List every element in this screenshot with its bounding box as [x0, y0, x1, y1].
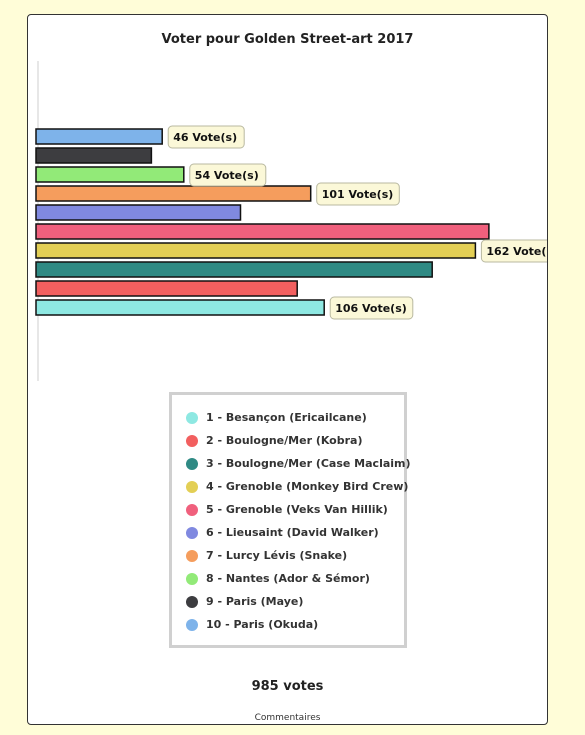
data-label-1: 106 Vote(s): [329, 296, 414, 320]
legend-label: 3 - Boulogne/Mer (Case Maclaim): [206, 457, 411, 470]
vote-panel: Voter pour Golden Street-art 2017 106 Vo…: [27, 14, 548, 725]
data-label-box: [167, 125, 245, 149]
bar-8[interactable]: [35, 166, 185, 183]
bar-3[interactable]: [35, 261, 433, 278]
legend-dot-icon: [186, 457, 198, 470]
data-label-7: 101 Vote(s): [316, 182, 400, 206]
legend-item-8[interactable]: 8 - Nantes (Ador & Sémor): [186, 567, 404, 590]
bar-9[interactable]: [35, 147, 153, 164]
bar-6[interactable]: [35, 204, 242, 221]
chart-legend: 1 - Besançon (Ericailcane) 2 - Boulogne/M…: [169, 392, 411, 648]
legend-item-9[interactable]: 9 - Paris (Maye): [186, 590, 404, 613]
legend-item-10[interactable]: 10 - Paris (Okuda): [186, 613, 404, 636]
data-label-box: [316, 182, 400, 206]
comments-link[interactable]: Commentaires: [254, 713, 321, 723]
legend-item-5[interactable]: 5 - Grenoble (Veks Van Hillik): [186, 498, 404, 521]
legend-label: 5 - Grenoble (Veks Van Hillik): [206, 503, 388, 516]
legend-dot-icon: [186, 411, 198, 424]
chart-title: Voter pour Golden Street-art 2017: [161, 32, 414, 47]
data-label-text: 54 Vote(s): [195, 169, 259, 182]
bar-chart: 106 Vote(s) 162 Vote(s) 101 Vote(s) 54 Vote…: [35, 61, 547, 381]
legend-label: 4 - Grenoble (Monkey Bird Crew): [206, 480, 409, 493]
legend-item-2[interactable]: 2 - Boulogne/Mer (Kobra): [186, 429, 404, 452]
data-label-text: 46 Vote(s): [173, 131, 237, 144]
bar-5[interactable]: [35, 223, 490, 240]
data-label-10: 46 Vote(s): [167, 125, 245, 149]
legend-dot-icon: [186, 549, 198, 562]
legend-item-3[interactable]: 3 - Boulogne/Mer (Case Maclaim): [186, 452, 411, 475]
data-label-text: 162 Vote(s): [486, 245, 547, 258]
legend-item-4[interactable]: 4 - Grenoble (Monkey Bird Crew): [186, 475, 408, 498]
legend-label: 8 - Nantes (Ador & Sémor): [206, 572, 370, 585]
legend-dot-icon: [186, 618, 198, 631]
legend-dot-icon: [186, 480, 198, 493]
legend-dot-icon: [186, 572, 198, 585]
bar-2[interactable]: [35, 280, 298, 297]
legend-label: 1 - Besançon (Ericailcane): [206, 411, 367, 424]
legend-dot-icon: [186, 503, 198, 516]
legend-label: 6 - Lieusaint (David Walker): [206, 526, 379, 539]
legend-label: 10 - Paris (Okuda): [206, 618, 319, 631]
data-label-text: 101 Vote(s): [322, 188, 394, 201]
data-label-box: [480, 239, 547, 263]
bar-4[interactable]: [35, 242, 477, 259]
legend-item-1[interactable]: 1 - Besançon (Ericailcane): [186, 406, 404, 429]
legend-label: 7 - Lurcy Lévis (Snake): [206, 549, 348, 562]
legend-label: 9 - Paris (Maye): [206, 595, 304, 608]
bar-1[interactable]: [35, 299, 325, 316]
data-label-8: 54 Vote(s): [189, 163, 267, 187]
data-label-text: 106 Vote(s): [335, 302, 407, 315]
bar-7[interactable]: [35, 185, 312, 202]
legend-dot-icon: [186, 526, 198, 539]
data-label-box: [329, 296, 414, 320]
data-label-4: 162 Vote(s): [480, 239, 547, 263]
legend-label: 2 - Boulogne/Mer (Kobra): [206, 434, 363, 447]
legend-item-6[interactable]: 6 - Lieusaint (David Walker): [186, 521, 404, 544]
total-votes: 985 votes: [251, 679, 324, 694]
legend-item-7[interactable]: 7 - Lurcy Lévis (Snake): [186, 544, 404, 567]
data-label-box: [189, 163, 267, 187]
legend-dot-icon: [186, 595, 198, 608]
legend-dot-icon: [186, 434, 198, 447]
bar-10[interactable]: [35, 128, 163, 145]
